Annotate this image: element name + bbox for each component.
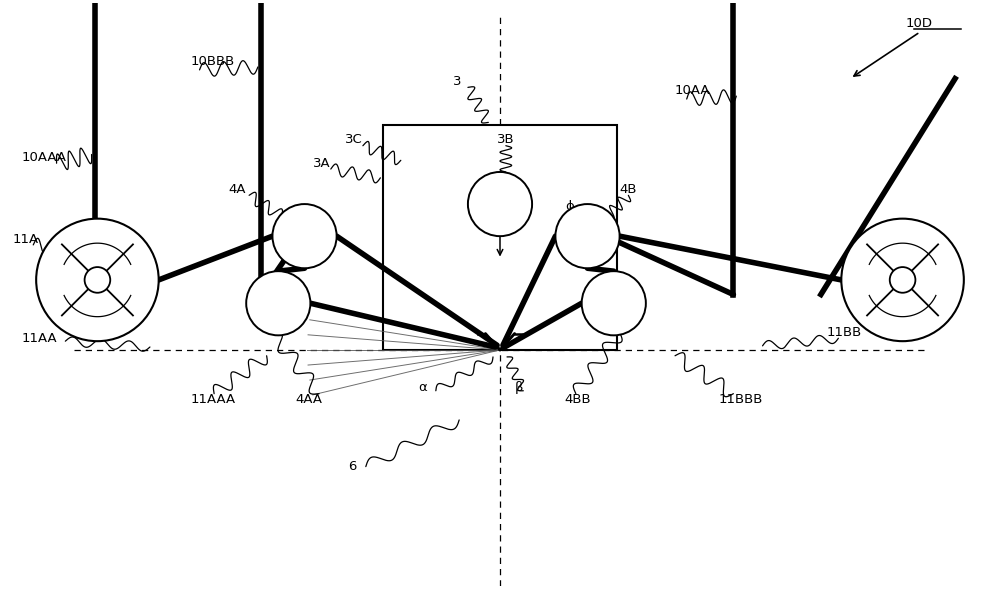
Circle shape	[468, 172, 532, 236]
Circle shape	[890, 267, 915, 293]
Text: 6: 6	[348, 460, 357, 473]
Text: 11AAA: 11AAA	[191, 393, 236, 406]
Circle shape	[555, 204, 620, 268]
Circle shape	[841, 219, 964, 341]
Text: 4AA: 4AA	[296, 393, 323, 406]
Text: 10AAA: 10AAA	[22, 151, 67, 164]
Bar	[383, 125, 617, 350]
Circle shape	[272, 204, 337, 268]
Circle shape	[85, 267, 110, 293]
Text: 3: 3	[453, 75, 462, 88]
Text: α: α	[418, 381, 427, 395]
Text: 10D: 10D	[905, 16, 932, 29]
Text: 3A: 3A	[313, 157, 331, 170]
Text: 10BB: 10BB	[894, 233, 929, 246]
Text: 4B: 4B	[620, 183, 637, 196]
Text: 10BBB: 10BBB	[191, 55, 235, 68]
Text: 11BBB: 11BBB	[719, 393, 763, 406]
Text: 11BB: 11BB	[827, 326, 862, 339]
Text: ϕ: ϕ	[565, 200, 574, 213]
Text: 11AA: 11AA	[22, 332, 57, 345]
Circle shape	[246, 271, 310, 335]
Text: 11B: 11B	[879, 264, 905, 277]
Text: 10AA: 10AA	[675, 84, 711, 97]
Text: 4A: 4A	[229, 183, 246, 196]
Text: 3B: 3B	[497, 133, 515, 147]
Text: 3C: 3C	[345, 133, 363, 147]
Text: 11A: 11A	[13, 233, 39, 246]
Circle shape	[36, 219, 159, 341]
Text: 4BB: 4BB	[564, 393, 591, 406]
Circle shape	[582, 271, 646, 335]
Text: β: β	[515, 381, 523, 395]
